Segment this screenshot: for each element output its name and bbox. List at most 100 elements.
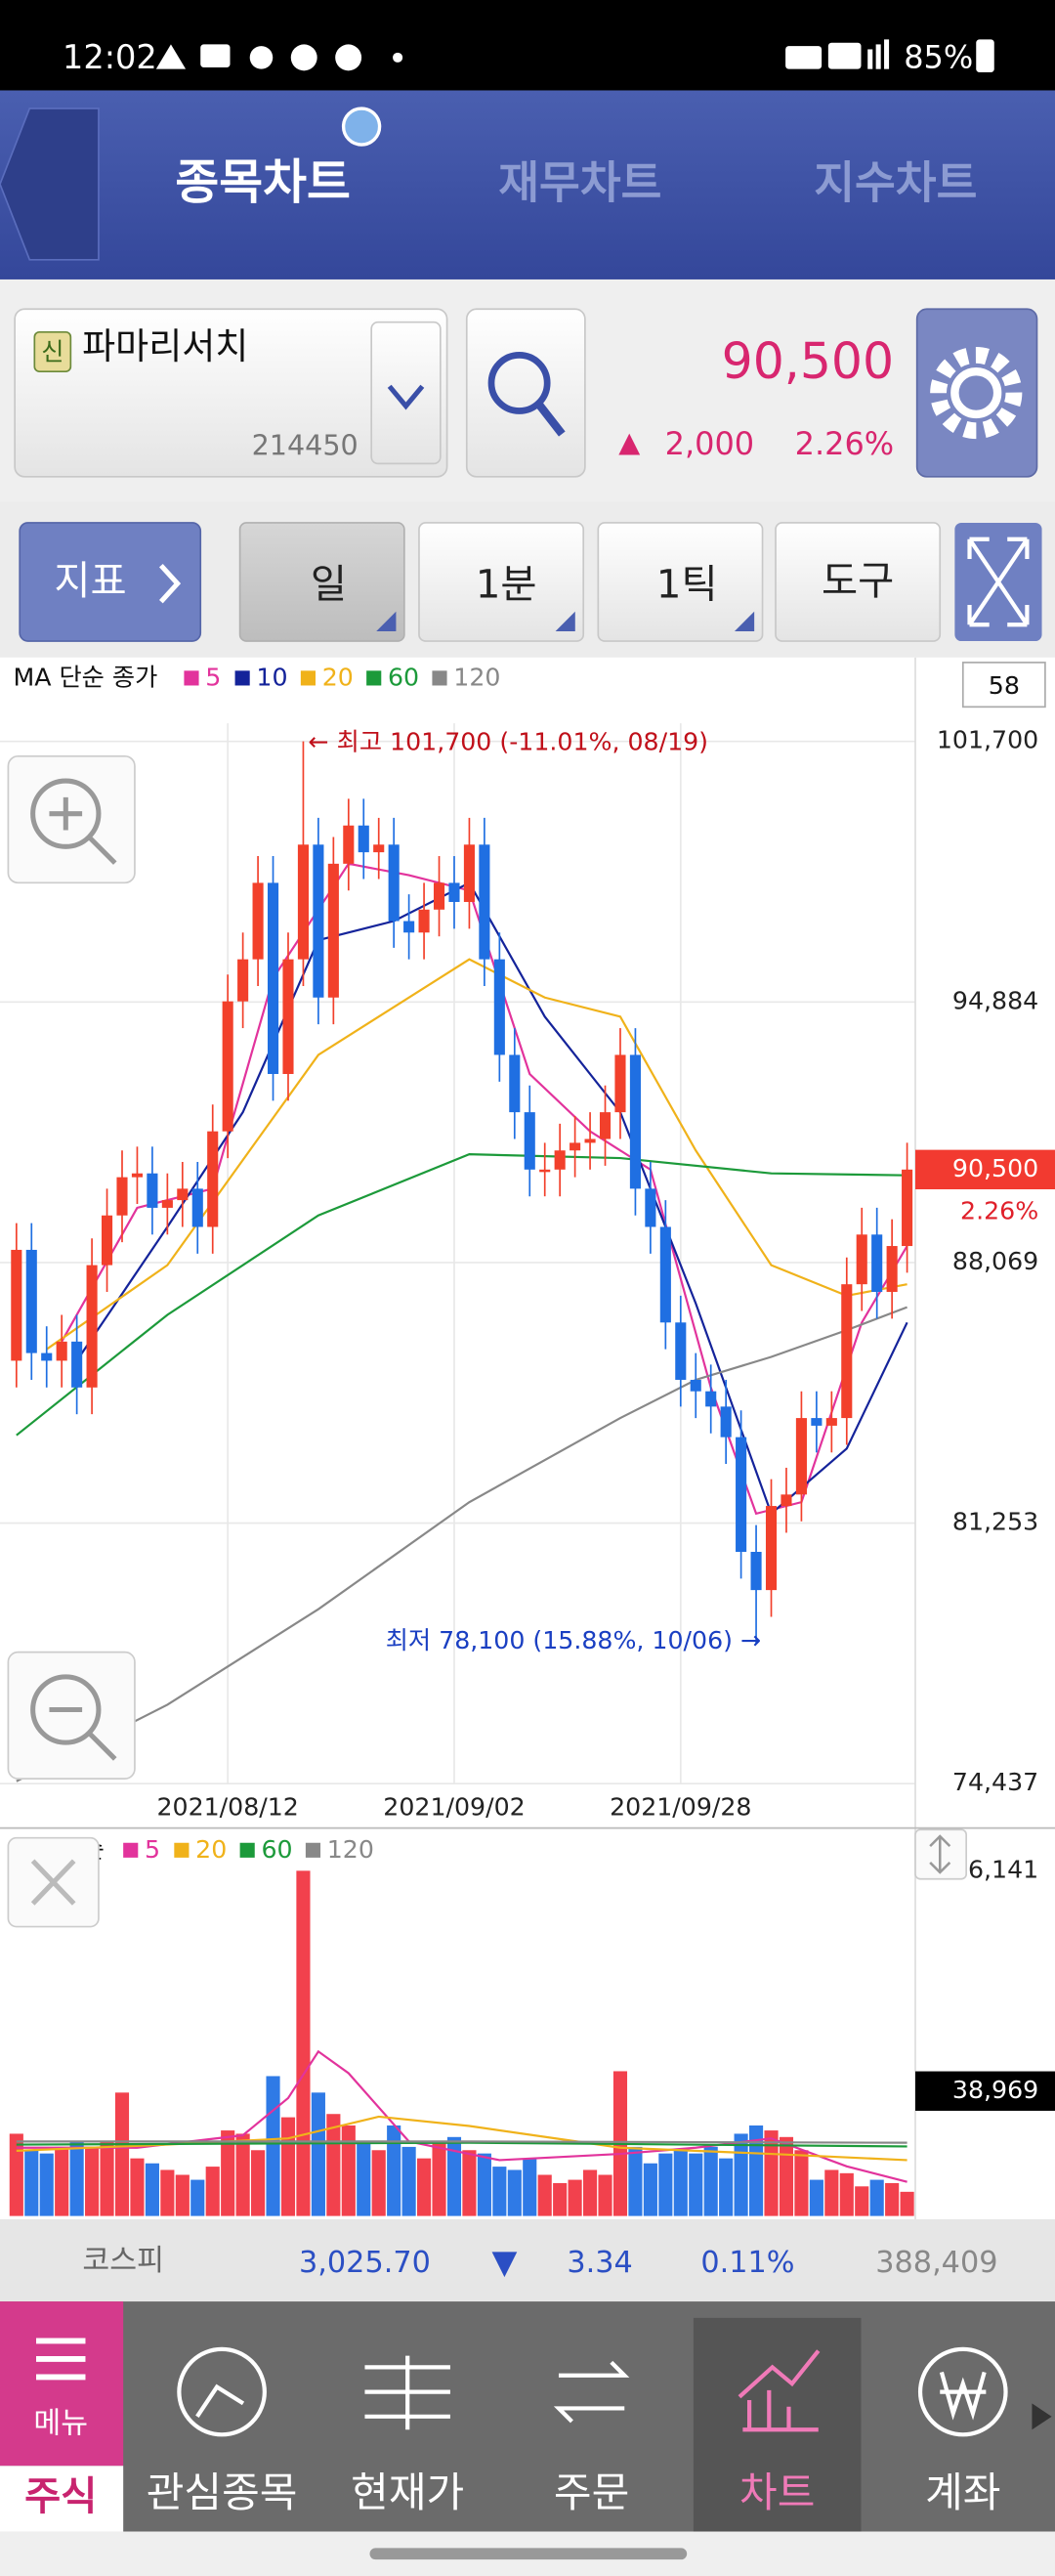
period-button[interactable] [597, 522, 764, 642]
volume-bar [417, 2158, 432, 2216]
dropdown[interactable] [370, 321, 442, 465]
count-box [961, 662, 1046, 708]
zoom-out[interactable] [7, 1651, 136, 1780]
period-label: 일 [311, 562, 347, 608]
nav-label: 주문 [554, 2469, 629, 2516]
search-icon [487, 351, 551, 414]
index-volume: 388,409 [875, 2246, 997, 2280]
candle-body [750, 1552, 762, 1591]
volume-bar [855, 2186, 869, 2216]
volume-bar [689, 2153, 703, 2216]
volume-bar [85, 2146, 100, 2216]
volume-bar [462, 2150, 477, 2216]
clock: 12:02 [63, 38, 157, 76]
volume-bar [779, 2136, 794, 2216]
volume-bar [357, 2141, 371, 2216]
candle-body [614, 1054, 626, 1113]
volume-bar [523, 2158, 537, 2216]
indicator-button[interactable] [19, 522, 202, 642]
volume-bar [9, 2133, 23, 2216]
annotation: ← 최고 101,700 (-11.01%, 08/19) [308, 727, 708, 755]
search-button[interactable] [465, 308, 586, 478]
candle-body [358, 825, 369, 853]
legend-swatch [305, 1842, 321, 1858]
candle-body [659, 1226, 671, 1323]
close-volume[interactable] [7, 1836, 100, 1928]
volume-bar [658, 2153, 673, 2216]
expand-icon [967, 537, 1030, 627]
index-value: 3,025.70 [299, 2246, 431, 2280]
candle-body [493, 959, 505, 1055]
status-icons [155, 39, 994, 73]
tab[interactable]: 재무차트 [498, 157, 661, 209]
volume-bar [24, 2150, 39, 2216]
candle-body [736, 1437, 747, 1553]
volume-bar [869, 2179, 884, 2216]
ma-line [16, 1306, 907, 1782]
volume-bar [205, 2167, 220, 2216]
volume-bar [839, 2172, 854, 2216]
y-tick-label: 81,253 [952, 1508, 1038, 1536]
nav-label: 계좌 [925, 2469, 1000, 2516]
volume-bar [251, 2150, 266, 2216]
volume-bar [794, 2150, 809, 2216]
candle-body [207, 1131, 219, 1227]
volume-bar [628, 2146, 643, 2216]
tab[interactable]: 종목차트 [175, 154, 350, 210]
candle-body [539, 1169, 551, 1173]
volume-bar [371, 2150, 386, 2216]
candle-body [343, 825, 355, 864]
settings-button[interactable] [915, 308, 1038, 478]
tools-button[interactable] [775, 522, 942, 642]
nav-selected [693, 2317, 862, 2532]
volume-bar [507, 2169, 522, 2216]
volume-bar [719, 2158, 734, 2216]
volume-bar [175, 2174, 190, 2216]
volume-bar [537, 2174, 552, 2216]
volume-bar [583, 2169, 598, 2216]
indicator-label: 지표 [54, 558, 126, 604]
stock-box[interactable] [14, 308, 448, 478]
change-arrow: ▲ [618, 425, 640, 458]
legend-swatch [300, 670, 316, 686]
legend-label: 10 [256, 664, 287, 692]
gear-icon [930, 346, 1023, 440]
volume-bar [477, 2153, 491, 2216]
volume-bar [492, 2167, 507, 2216]
period-button[interactable] [418, 522, 585, 642]
candle-body [116, 1177, 128, 1216]
candle-body [297, 844, 309, 960]
index-change: 3.34 [567, 2246, 632, 2280]
candle-body [463, 844, 475, 902]
nav-label: 현재가 [351, 2469, 464, 2516]
badge-box [33, 330, 72, 373]
legend-swatch [239, 1842, 255, 1858]
back-button[interactable] [0, 107, 100, 261]
candle-body [720, 1406, 732, 1438]
zoom-in[interactable] [7, 754, 136, 884]
period-button[interactable] [238, 522, 405, 642]
candle-body [25, 1249, 37, 1353]
legend-label: 20 [195, 1835, 227, 1864]
candle-body [313, 844, 324, 998]
badge: 신 [41, 338, 63, 366]
resize-handle[interactable] [914, 1828, 967, 1880]
volume-bar [401, 2146, 416, 2216]
legend-label: 5 [205, 664, 221, 692]
volume-bar [553, 2182, 568, 2216]
tab[interactable]: 지수차트 [814, 157, 977, 209]
menu-button[interactable] [0, 2301, 124, 2467]
nav-more[interactable] [1032, 2403, 1052, 2430]
candle-body [871, 1234, 883, 1292]
period-label: 1분 [476, 562, 537, 608]
battery: 85% [904, 39, 973, 76]
legend-swatch [366, 670, 382, 686]
tab-indicator [341, 107, 382, 147]
dropdown-marks [376, 611, 755, 631]
legend-swatch [432, 670, 447, 686]
legend-swatch [184, 670, 199, 686]
candle-body [554, 1150, 566, 1170]
stock-tab[interactable] [0, 2466, 124, 2532]
volume-bar [280, 2117, 296, 2216]
